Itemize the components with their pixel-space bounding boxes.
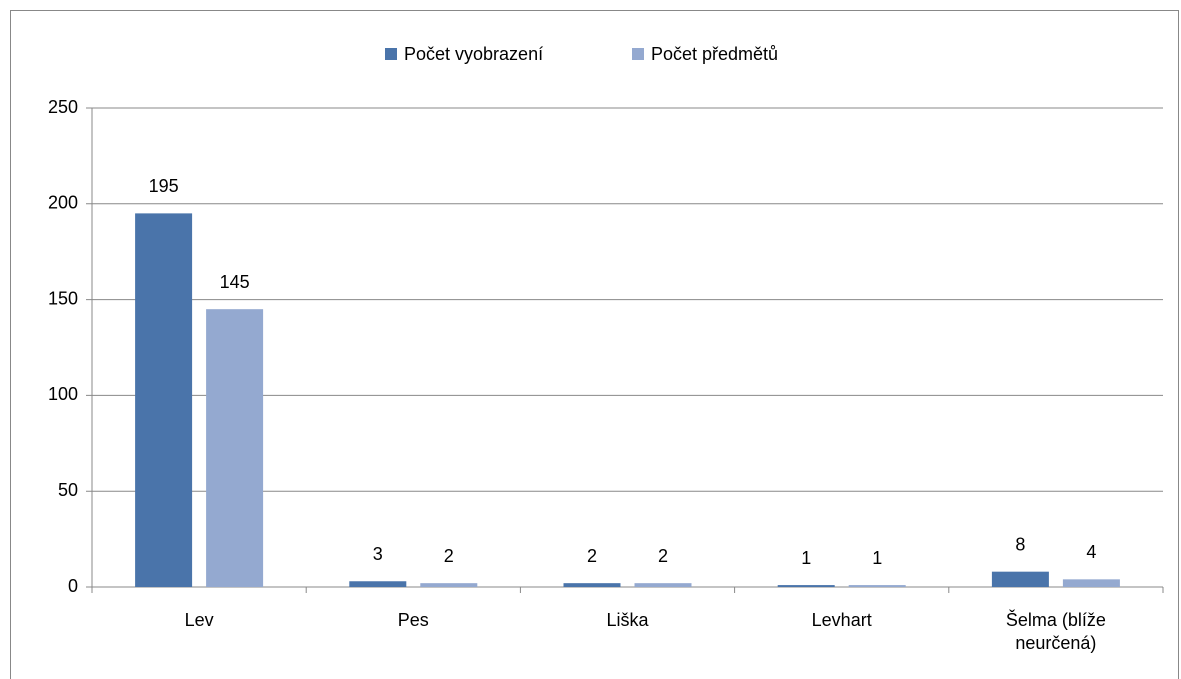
x-tick-label: Levhart [811,610,872,630]
data-label: 3 [373,544,383,564]
bar [206,309,264,587]
bar [777,585,835,587]
x-tick-label: Šelma (blíže neurčená) [1005,610,1106,653]
data-label: 2 [444,546,454,566]
bar [634,583,692,587]
data-label: 1 [801,548,811,568]
bar [349,581,407,587]
bar [848,585,906,587]
x-tick-label: Pes [397,610,429,630]
data-label: 2 [587,546,597,566]
legend-label: Počet vyobrazení [404,44,543,64]
y-tick-label: 150 [48,288,78,308]
bar [563,583,621,587]
data-label: 2 [658,546,668,566]
legend-swatch [632,48,644,60]
legend-label: Počet předmětů [651,44,778,64]
data-label: 8 [1015,534,1025,554]
x-tick-label: Liška [606,610,649,630]
x-tick-label: Lev [184,610,214,630]
bar [420,583,478,587]
data-label: 145 [220,272,250,292]
data-label: 4 [1086,542,1096,562]
legend-swatch [385,48,397,60]
bar [991,571,1049,587]
y-tick-label: 50 [58,480,78,500]
bar [1062,579,1120,587]
bar [135,213,193,587]
data-label: 195 [149,176,179,196]
data-label: 1 [872,548,882,568]
y-tick-label: 0 [68,576,78,596]
y-tick-label: 200 [48,193,78,213]
chart-border [10,10,1179,679]
y-tick-label: 250 [48,97,78,117]
y-tick-label: 100 [48,384,78,404]
